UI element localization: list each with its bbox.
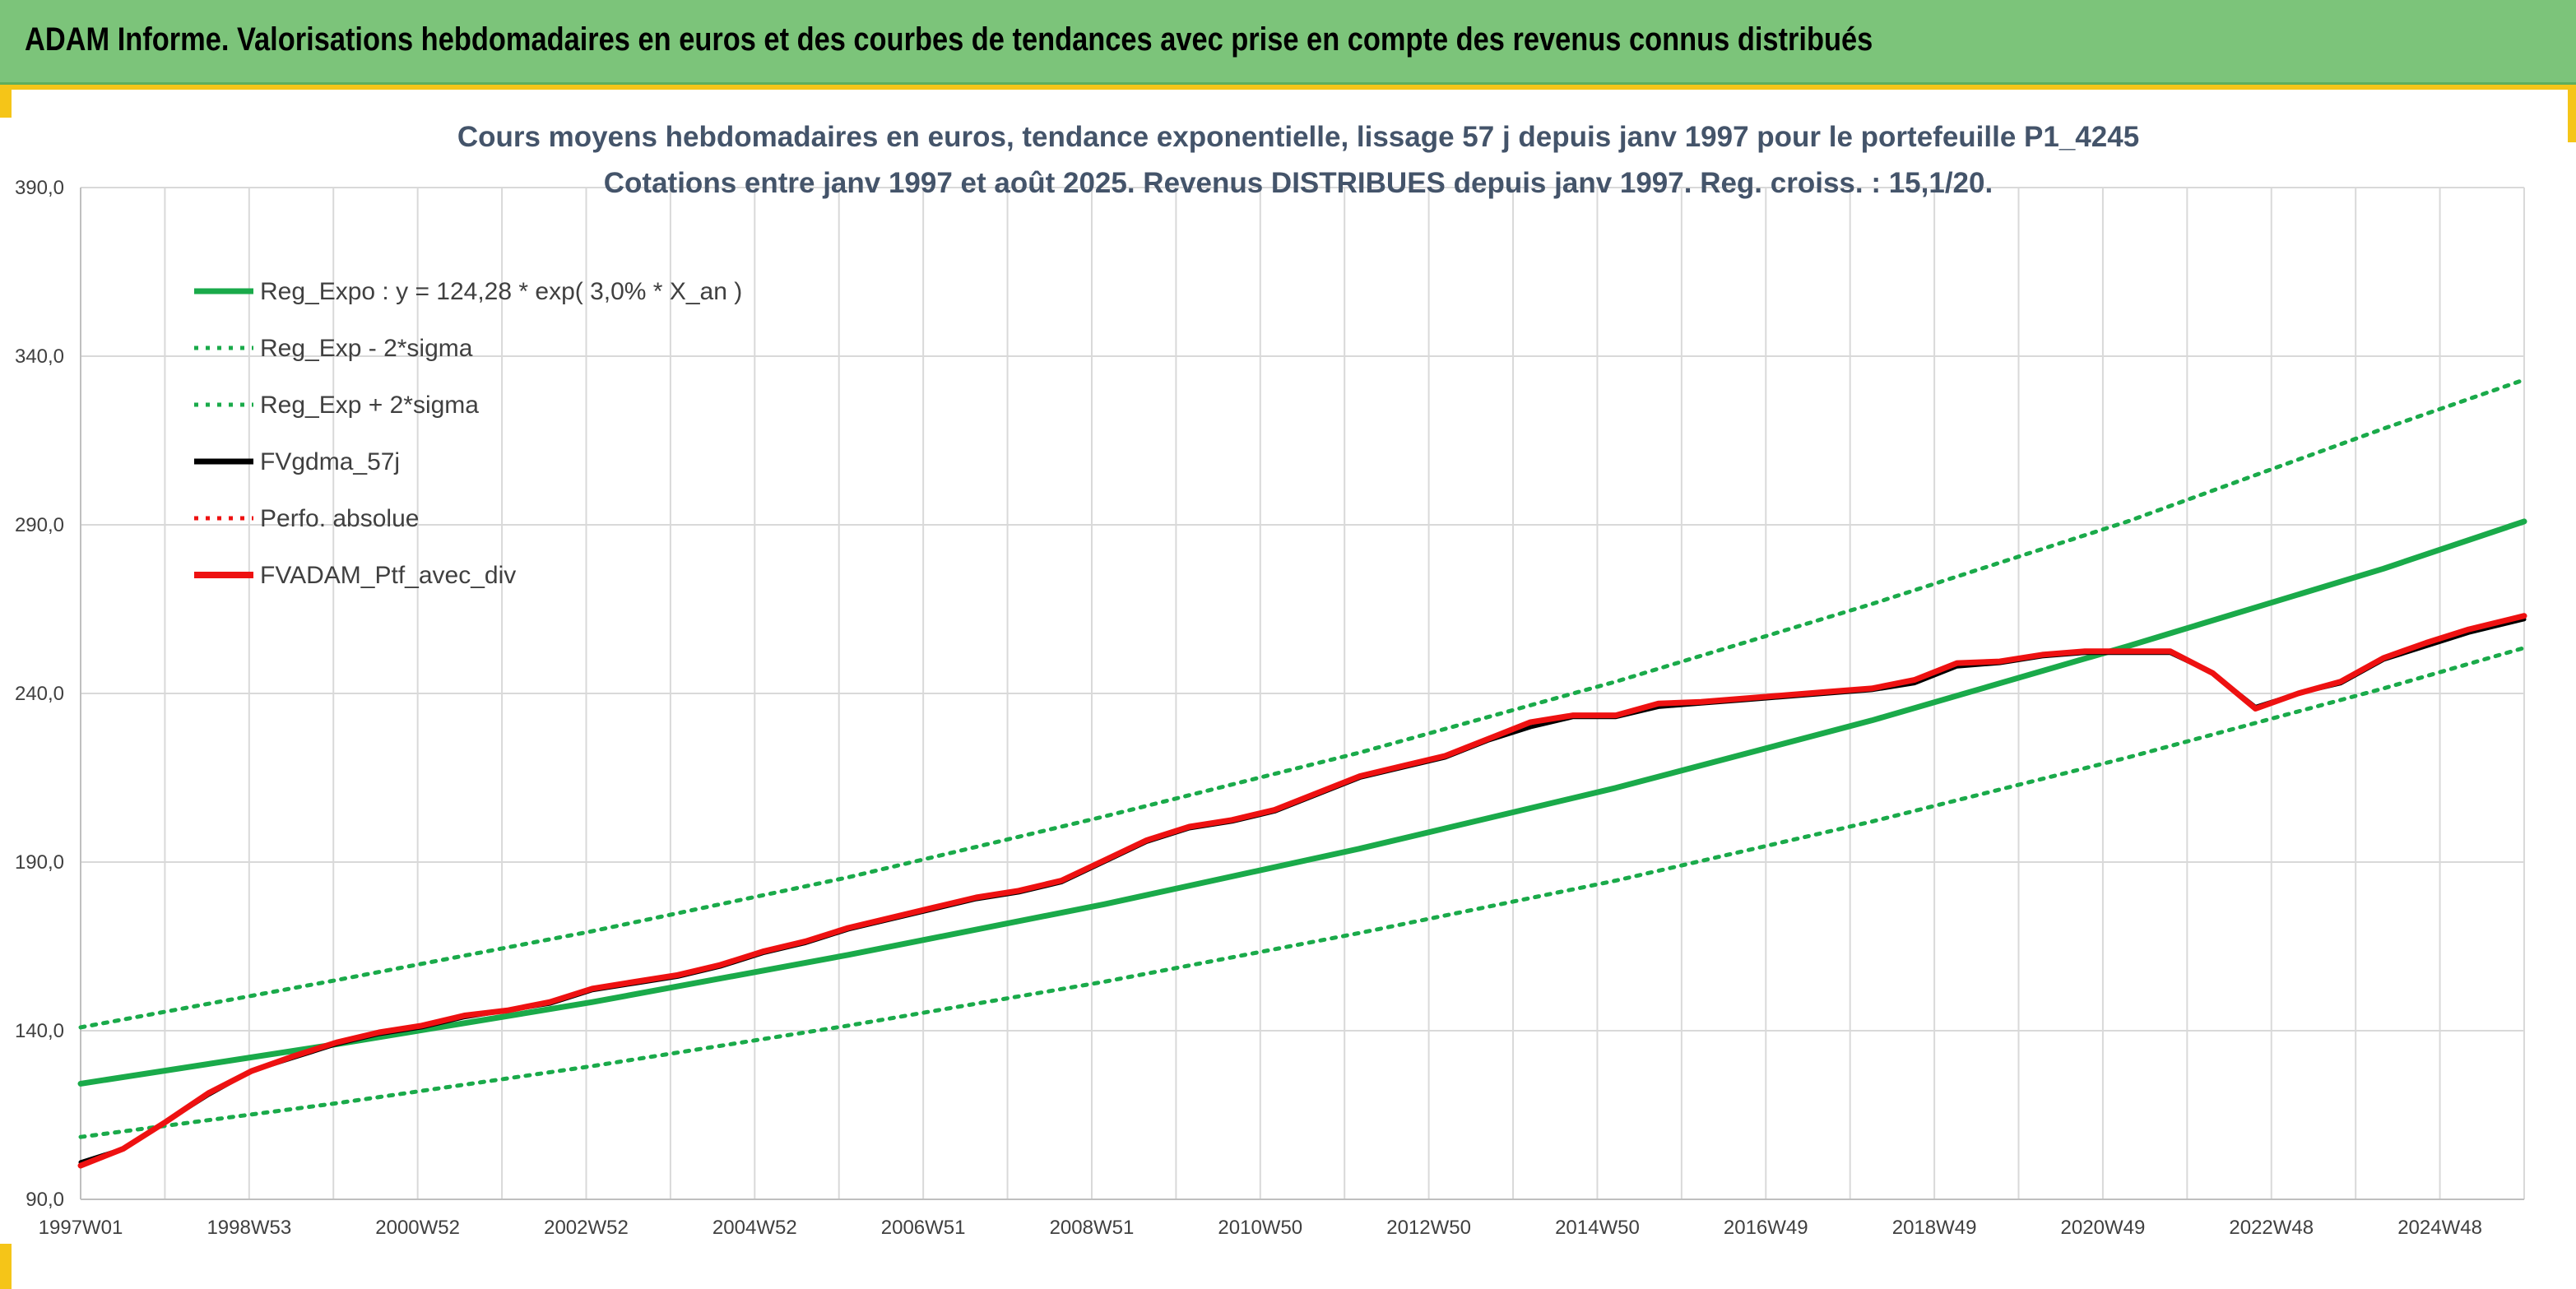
y-axis-ticks: 90,0 140,0 190,0 240,0 290,0 340,0 390,0 [15, 177, 64, 1211]
series-line-reg-expo-y-124-28-exp-3-0-x-an [77, 518, 2527, 1087]
legend-label: Reg_Expo : y = 124,28 * exp( 3,0% * X_an… [260, 278, 742, 305]
chart-subtitle: Cotations entre janv 1997 et août 2025. … [604, 167, 1993, 199]
x-tick-label: 2022W48 [2229, 1217, 2314, 1239]
series-line-reg-exp-2-sigma [78, 646, 2527, 1139]
series-line-fvadam-ptf-avec-div [77, 613, 2527, 1169]
y-tick-label: 190,0 [15, 851, 64, 874]
y-tick-label: 140,0 [15, 1020, 64, 1042]
x-tick-label: 1997W01 [39, 1217, 123, 1239]
x-tick-label: 2006W51 [881, 1217, 966, 1239]
series-lines [77, 378, 2527, 1169]
chart-title: Cours moyens hebdomadaires en euros, ten… [457, 121, 2139, 153]
legend-label: FVgdma_57j [260, 448, 400, 475]
yellow-corner-accent-right [2568, 85, 2576, 142]
x-tick-label: 2018W49 [1892, 1217, 1977, 1239]
legend-label: FVADAM_Ptf_avec_div [260, 562, 516, 589]
series-line-fvgdma-57j [78, 617, 2527, 1165]
x-tick-label: 2010W50 [1218, 1217, 1302, 1239]
yellow-corner-accent-bottom [0, 1244, 12, 1289]
x-tick-label: 2004W52 [712, 1217, 797, 1239]
x-tick-label: 2002W52 [544, 1217, 629, 1239]
y-tick-label: 340,0 [15, 345, 64, 368]
legend-label: Perfo. absolue [260, 505, 419, 532]
y-tick-label: 290,0 [15, 514, 64, 536]
header-banner: ADAM Informe. Valorisations hebdomadaire… [0, 0, 2576, 85]
banner-title: ADAM Informe. Valorisations hebdomadaire… [25, 21, 1873, 58]
y-tick-label: 90,0 [26, 1189, 64, 1211]
chart-frame [12, 85, 2568, 1286]
y-tick-label: 240,0 [15, 683, 64, 705]
x-tick-label: 2020W49 [2061, 1217, 2146, 1239]
x-tick-label: 2024W48 [2397, 1217, 2482, 1239]
legend-label: Reg_Exp - 2*sigma [260, 335, 473, 362]
y-tick-label: 390,0 [15, 177, 64, 199]
x-tick-label: 2008W51 [1050, 1217, 1135, 1239]
series-line-reg-exp-2-sigma [78, 378, 2527, 1030]
x-axis-ticks: 1997W01 1998W53 2000W52 2002W52 2004W52 2006W… [39, 1217, 2482, 1239]
yellow-corner-accent [0, 85, 12, 118]
x-tick-label: 2000W52 [375, 1217, 460, 1239]
legend: Reg_Expo : y = 124,28 * exp( 3,0% * X_an… [194, 278, 742, 589]
x-tick-label: 2012W50 [1386, 1217, 1471, 1239]
x-tick-label: 1998W53 [207, 1217, 291, 1239]
x-tick-label: 2016W49 [1724, 1217, 1808, 1239]
x-tick-label: 2014W50 [1555, 1217, 1640, 1239]
legend-label: Reg_Exp + 2*sigma [260, 392, 479, 419]
